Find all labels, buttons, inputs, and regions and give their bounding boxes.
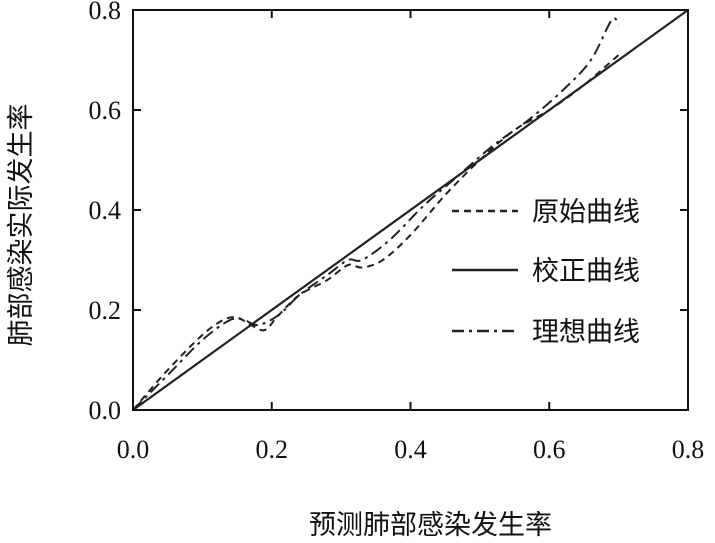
x-tick-label: 0.0 xyxy=(117,435,150,464)
y-tick-label: 0.2 xyxy=(89,296,122,325)
y-tick-label: 0.4 xyxy=(89,196,122,225)
y-axis-label: 肺部感染实际发生率 xyxy=(6,104,37,347)
x-tick-label: 0.8 xyxy=(672,435,705,464)
x-axis-label: 预测肺部感染发生率 xyxy=(309,510,552,541)
x-tick-label: 0.6 xyxy=(533,435,566,464)
plot-lines xyxy=(132,9,689,411)
y-tick-label: 0.8 xyxy=(89,0,122,25)
legend-label: 原始曲线 xyxy=(532,197,640,228)
y-tick-label: 0.6 xyxy=(89,96,122,125)
y-tick-label: 0.0 xyxy=(89,396,122,425)
series-line-3 xyxy=(132,17,620,411)
y-axis-ticks: 0.0 0.2 0.4 0.6 0.8 xyxy=(89,0,688,425)
x-tick-label: 0.4 xyxy=(394,435,427,464)
legend-label: 校正曲线 xyxy=(532,256,640,287)
legend-label: 理想曲线 xyxy=(532,317,640,348)
x-axis-ticks: 0.0 0.2 0.4 0.6 0.8 xyxy=(117,10,705,464)
x-tick-label: 0.2 xyxy=(256,435,289,464)
series-line-2 xyxy=(132,9,689,411)
